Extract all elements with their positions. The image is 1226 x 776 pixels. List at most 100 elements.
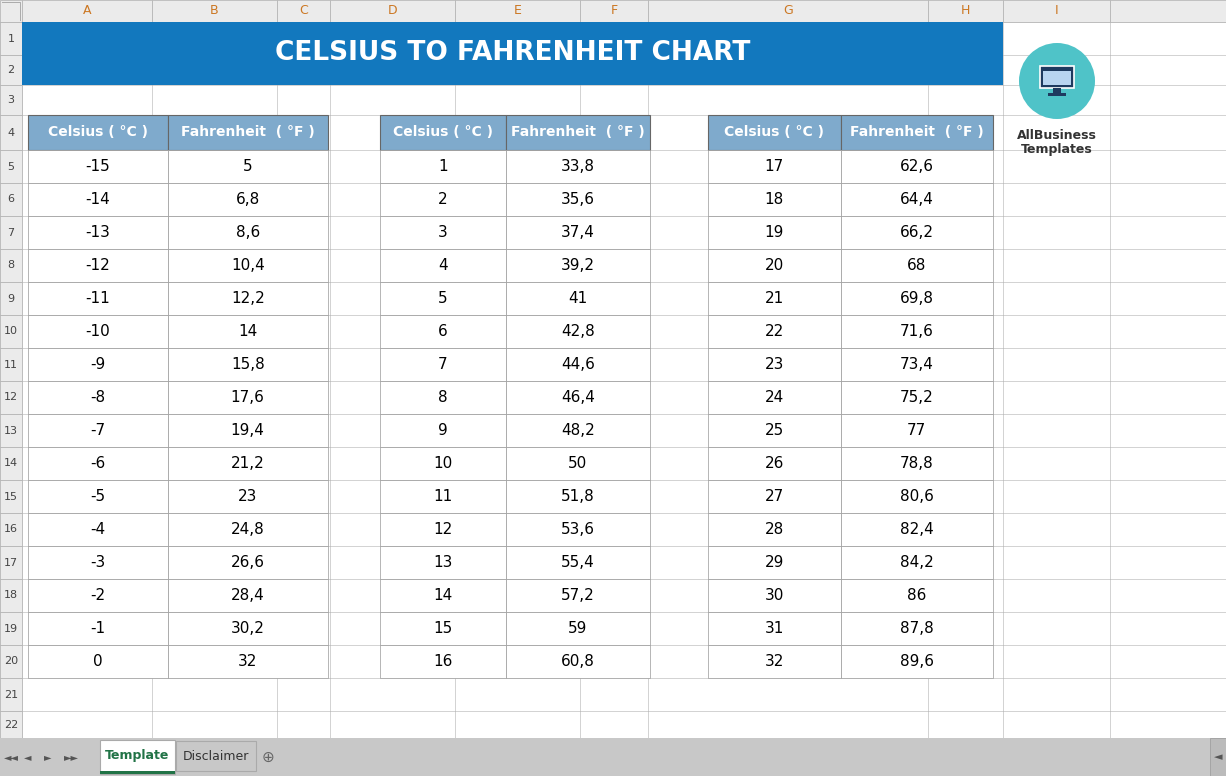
Text: -15: -15 — [86, 159, 110, 174]
Bar — [168, 315, 329, 348]
Text: 5: 5 — [243, 159, 253, 174]
Bar — [152, 0, 277, 22]
Bar — [841, 546, 993, 579]
Bar — [505, 513, 650, 546]
Bar — [22, 22, 1003, 85]
Bar — [380, 115, 505, 150]
Bar — [28, 546, 168, 579]
Text: Fahrenheit  ( °F ): Fahrenheit ( °F ) — [511, 126, 645, 140]
Text: 50: 50 — [568, 456, 587, 471]
Text: 13: 13 — [433, 555, 452, 570]
Text: 18: 18 — [765, 192, 783, 207]
Text: 9: 9 — [438, 423, 447, 438]
Bar — [0, 150, 22, 183]
Text: 3: 3 — [7, 95, 15, 105]
Bar — [380, 348, 505, 381]
Text: 14: 14 — [433, 588, 452, 603]
Text: 23: 23 — [765, 357, 783, 372]
Bar — [177, 741, 256, 771]
Bar — [505, 150, 650, 183]
Bar — [22, 0, 152, 22]
Bar — [168, 183, 329, 216]
Bar — [168, 249, 329, 282]
Text: 27: 27 — [765, 489, 783, 504]
Bar — [168, 115, 329, 150]
Bar — [28, 150, 168, 183]
Bar — [841, 150, 993, 183]
Text: 10: 10 — [433, 456, 452, 471]
Bar — [0, 414, 22, 447]
Text: 17: 17 — [4, 557, 18, 567]
Bar — [1048, 93, 1065, 96]
Text: 75,2: 75,2 — [900, 390, 934, 405]
Bar — [0, 216, 22, 249]
Bar — [168, 348, 329, 381]
Bar — [380, 183, 505, 216]
Text: E: E — [514, 5, 521, 18]
Bar — [168, 216, 329, 249]
Bar — [649, 0, 928, 22]
Text: 21,2: 21,2 — [230, 456, 265, 471]
Bar — [168, 579, 329, 612]
Text: G: G — [783, 5, 793, 18]
Bar — [1110, 0, 1226, 22]
Bar — [0, 22, 22, 55]
Bar — [707, 115, 841, 150]
Text: 15: 15 — [4, 491, 18, 501]
Text: 84,2: 84,2 — [900, 555, 934, 570]
Text: 55,4: 55,4 — [562, 555, 595, 570]
Bar — [707, 381, 841, 414]
Text: 19: 19 — [4, 623, 18, 633]
Bar — [168, 480, 329, 513]
Bar — [505, 315, 650, 348]
Text: 32: 32 — [765, 654, 783, 669]
Bar — [841, 612, 993, 645]
Bar — [928, 0, 1003, 22]
Text: 48,2: 48,2 — [562, 423, 595, 438]
Text: ⊕: ⊕ — [261, 750, 275, 764]
Text: 78,8: 78,8 — [900, 456, 934, 471]
Bar — [0, 348, 22, 381]
Bar — [168, 546, 329, 579]
Text: Celsius ( °C ): Celsius ( °C ) — [48, 126, 148, 140]
Text: 17,6: 17,6 — [230, 390, 265, 405]
Text: A: A — [82, 5, 91, 18]
Text: 22: 22 — [765, 324, 783, 339]
Text: -10: -10 — [86, 324, 110, 339]
Text: 37,4: 37,4 — [560, 225, 595, 240]
Bar — [380, 447, 505, 480]
Text: 25: 25 — [765, 423, 783, 438]
Text: 11: 11 — [433, 489, 452, 504]
Text: -6: -6 — [91, 456, 105, 471]
Bar — [380, 315, 505, 348]
Text: 39,2: 39,2 — [560, 258, 595, 273]
Circle shape — [1019, 43, 1095, 119]
Bar — [0, 480, 22, 513]
Text: CELSIUS TO FAHRENHEIT CHART: CELSIUS TO FAHRENHEIT CHART — [275, 40, 750, 67]
Bar — [841, 315, 993, 348]
Bar — [380, 282, 505, 315]
Bar — [0, 579, 22, 612]
Text: -11: -11 — [86, 291, 110, 306]
Text: -7: -7 — [91, 423, 105, 438]
Text: 19: 19 — [765, 225, 783, 240]
Bar — [380, 216, 505, 249]
Bar — [707, 348, 841, 381]
Bar — [380, 645, 505, 678]
Bar — [707, 282, 841, 315]
Bar — [505, 216, 650, 249]
Text: 41: 41 — [568, 291, 587, 306]
Text: 32: 32 — [238, 654, 257, 669]
Bar — [28, 249, 168, 282]
Text: 62,6: 62,6 — [900, 159, 934, 174]
Text: 30: 30 — [765, 588, 783, 603]
Bar — [28, 579, 168, 612]
Text: 53,6: 53,6 — [560, 522, 595, 537]
Bar — [505, 645, 650, 678]
Bar — [168, 447, 329, 480]
Text: ◄◄: ◄◄ — [4, 752, 18, 762]
Bar — [380, 612, 505, 645]
Bar — [707, 612, 841, 645]
Text: 28: 28 — [765, 522, 783, 537]
Text: 1: 1 — [7, 33, 15, 43]
